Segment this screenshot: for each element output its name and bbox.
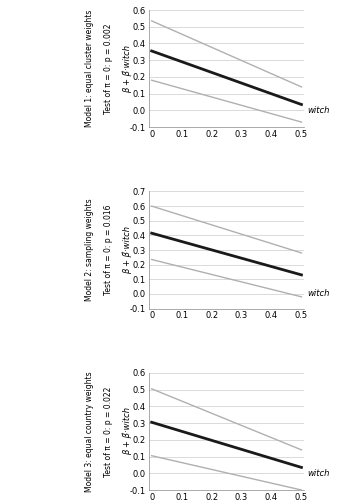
Text: Model 1: equal cluster weights: Model 1: equal cluster weights	[85, 10, 94, 127]
Text: β + β̂·witch: β + β̂·witch	[122, 226, 132, 274]
Text: Test of π = 0: p = 0.016: Test of π = 0: p = 0.016	[104, 205, 113, 295]
Text: witch: witch	[308, 106, 330, 115]
Text: Model 2: sampling weights: Model 2: sampling weights	[85, 198, 94, 302]
Text: β + β̂·witch: β + β̂·witch	[122, 408, 132, 456]
Text: β + β̂·witch: β + β̂·witch	[122, 44, 132, 92]
Text: Test of π = 0: p = 0.002: Test of π = 0: p = 0.002	[104, 24, 113, 114]
Text: Test of π = 0: p = 0.022: Test of π = 0: p = 0.022	[104, 386, 113, 476]
Text: witch: witch	[308, 469, 330, 478]
Text: Model 3: equal country weights: Model 3: equal country weights	[85, 371, 94, 492]
Text: witch: witch	[308, 290, 330, 298]
